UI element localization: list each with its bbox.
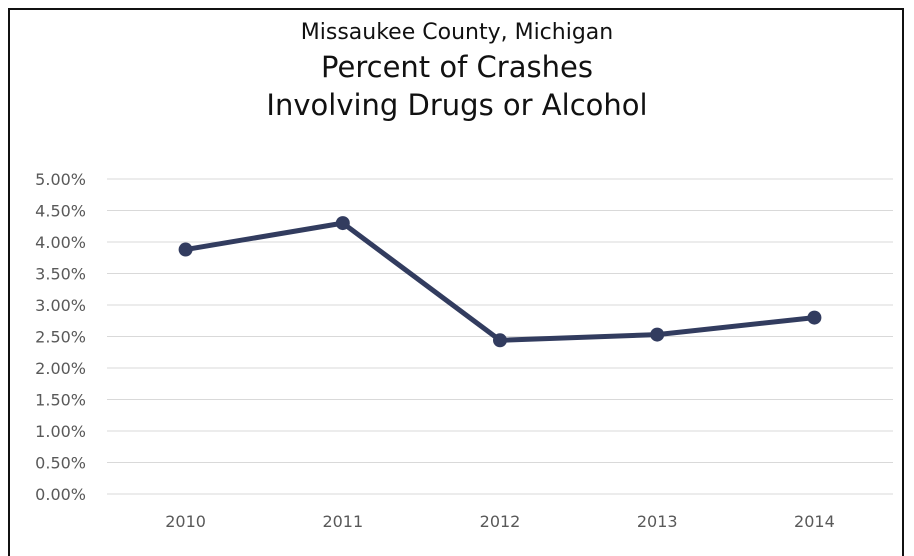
x-tick-label: 2013: [637, 512, 678, 531]
chart-frame: [8, 8, 904, 556]
x-axis-ticks: 2010 2011 2012 2013 2014: [165, 512, 835, 531]
y-tick-label: 1.50%: [35, 391, 86, 410]
x-tick-label: 2010: [165, 512, 206, 531]
chart-subtitle-line-1: Percent of Crashes: [321, 50, 593, 84]
y-tick-label: 3.50%: [35, 265, 86, 284]
y-tick-label: 5.00%: [35, 170, 86, 189]
y-tick-label: 3.00%: [35, 296, 86, 315]
y-tick-label: 0.50%: [35, 454, 86, 473]
y-tick-label: 0.00%: [35, 485, 86, 504]
y-tick-label: 4.50%: [35, 202, 86, 221]
data-point: [650, 327, 665, 342]
x-tick-label: 2011: [322, 512, 363, 531]
data-point: [493, 333, 507, 348]
series-layer: [178, 216, 822, 348]
series-line: [183, 220, 817, 343]
y-tick-label: 1.00%: [35, 422, 86, 441]
x-tick-label: 2014: [794, 512, 835, 531]
gridlines: [107, 178, 893, 495]
y-tick-label: 2.50%: [35, 328, 86, 347]
x-tick-label: 2012: [480, 512, 521, 531]
data-point: [335, 216, 350, 231]
data-point: [178, 242, 193, 257]
data-point: [807, 310, 822, 325]
y-tick-label: 2.00%: [35, 359, 86, 378]
chart-titles: Missaukee County, Michigan Percent of Cr…: [0, 18, 914, 124]
chart-subtitle-line-2: Involving Drugs or Alcohol: [266, 88, 648, 122]
chart-title: Missaukee County, Michigan: [300, 20, 614, 45]
y-axis-ticks: 0.00% 0.50% 1.00% 1.50% 2.00% 2.50% 3.00% 3.50%…: [35, 170, 86, 504]
y-tick-label: 4.00%: [35, 233, 86, 252]
